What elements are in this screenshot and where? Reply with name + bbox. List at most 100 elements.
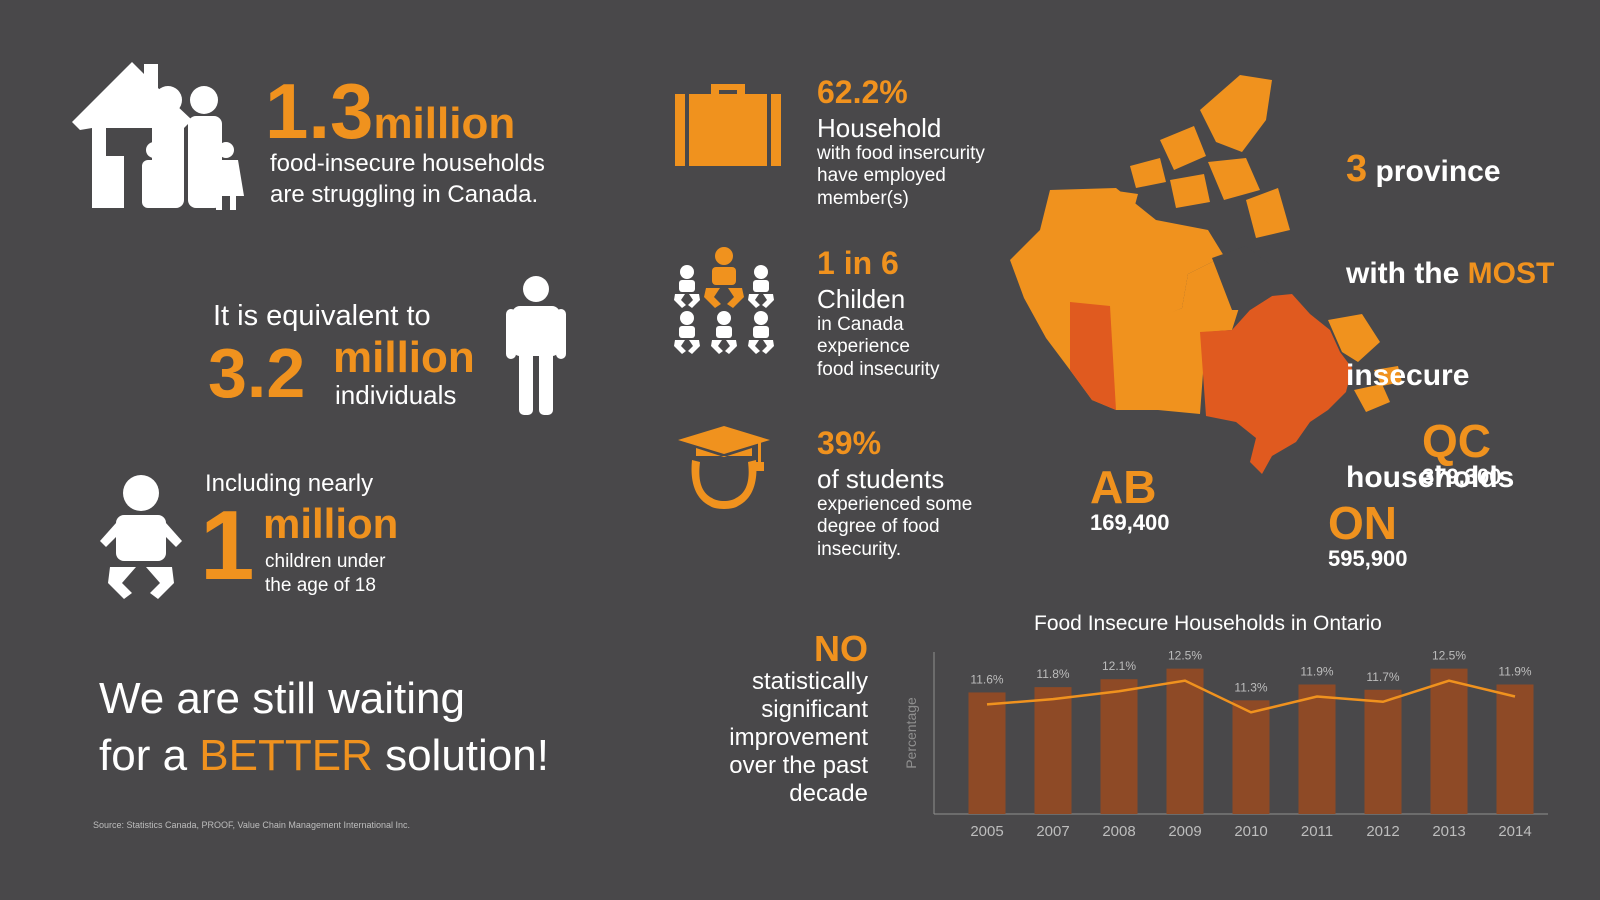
chart-series-line [986, 679, 1516, 714]
individuals-unit: million [333, 333, 475, 382]
no-line4: over the past [729, 751, 868, 779]
stat-children-line3: food insecurity [817, 359, 940, 381]
chart-bar [1232, 700, 1270, 814]
province-ab-code: AB [1090, 461, 1157, 513]
provinces-heading-line2-pre: with the [1346, 257, 1468, 290]
source-note: Source: Statistics Canada, PROOF, Value … [93, 820, 410, 830]
households-line2: are struggling in Canada. [270, 181, 539, 208]
chart-x-tick: 2014 [1498, 823, 1531, 840]
closing-emphasis: BETTER [199, 731, 373, 780]
chart-data-label: 11.6% [970, 672, 1003, 686]
province-ab-value: 169,400 [1090, 510, 1170, 535]
children-number: 1 [200, 490, 255, 600]
stat-employed-line3: member(s) [817, 188, 909, 210]
household-family-icon [68, 58, 246, 213]
chart-data-label: 11.9% [1498, 665, 1531, 679]
chart-x-tick: 2011 [1301, 823, 1333, 840]
households-stat: 1.3million [265, 72, 515, 150]
province-qc-value: 379,300 [1422, 464, 1502, 489]
chart-data-label: 12.1% [1102, 659, 1136, 673]
person-icon [506, 275, 566, 417]
chart-x-tick: 2008 [1102, 823, 1135, 840]
closing-line1: We are still waiting [99, 674, 465, 723]
households-line1: food-insecure households [270, 150, 545, 177]
chart-bar [1496, 684, 1534, 814]
individuals-label: individuals [335, 380, 457, 410]
province-ab: AB 169,400 [1090, 464, 1170, 536]
children-line1: children under [265, 551, 386, 572]
chart-bar [968, 692, 1006, 814]
individuals-intro: It is equivalent to [213, 300, 431, 332]
province-qc-code: QC [1422, 415, 1491, 467]
chart-data-label: 11.8% [1036, 667, 1069, 681]
chart-x-tick: 2013 [1432, 823, 1465, 840]
provinces-heading-line2: with the MOST [1346, 257, 1554, 291]
chart-title: Food Insecure Households in Ontario [1034, 612, 1382, 635]
chart-bar [1364, 689, 1402, 814]
briefcase-icon [675, 80, 781, 166]
provinces-heading: 3 province with the MOST insecure househ… [1346, 84, 1554, 529]
no-emphasis: NO [814, 628, 868, 669]
stat-students-title: of students [817, 464, 945, 494]
province-on: ON 595,900 [1328, 500, 1408, 572]
stat-employed-line1: with food insercurity [817, 142, 985, 164]
chart-x-tick: 2005 [970, 823, 1003, 840]
children-intro: Including nearly [205, 470, 374, 497]
chart-x-tick: 2009 [1168, 823, 1201, 840]
chart-bar [1430, 668, 1468, 814]
stat-employed-line2: have employed [817, 165, 946, 187]
children-group-icon [672, 246, 778, 356]
provinces-heading-line4: households [1346, 461, 1515, 494]
stat-students-line2: degree of food [817, 516, 940, 538]
stat-children-line1: in Canada [817, 313, 904, 335]
no-line5: decade [789, 779, 868, 807]
chart-bar [1034, 687, 1072, 814]
no-line1: statistically [751, 667, 868, 695]
no-line3: improvement [729, 723, 868, 751]
stat-children-title: Childen [817, 284, 906, 314]
closing-line2: for a BETTER solution! [99, 731, 549, 781]
chart-x-tick: 2010 [1234, 823, 1267, 840]
province-on-code: ON [1328, 497, 1397, 549]
provinces-heading-most: MOST [1467, 257, 1555, 290]
chart-bar [1100, 679, 1138, 814]
chart-data-label: 12.5% [1168, 649, 1202, 663]
chart-ylabel: Percentage [903, 697, 919, 769]
chart-x-tick: 2012 [1366, 823, 1399, 840]
chart-data-label: 11.3% [1234, 680, 1267, 694]
individuals-number: 3.2 [208, 334, 306, 412]
households-number: 1.3 [265, 67, 374, 155]
no-line2: significant [761, 695, 868, 723]
stat-students-line3: insecurity. [817, 539, 902, 561]
stat-students-line1: experienced some [817, 493, 973, 515]
no-improvement: NO statistically significant improvement… [660, 630, 868, 808]
provinces-heading-line1: 3 province [1346, 150, 1554, 189]
canada-map [1010, 70, 1430, 490]
chart-bar [1298, 684, 1336, 814]
stat-employed: 62.2% Household with food insercurity ha… [817, 76, 985, 211]
children-unit: million [263, 500, 399, 547]
baby-icon [98, 475, 184, 601]
closing-line2-pre: for a [99, 731, 200, 780]
provinces-count: 3 [1346, 148, 1368, 190]
stat-children-line2: experience [817, 336, 910, 358]
graduate-icon [676, 422, 772, 514]
chart-data-label: 11.7% [1366, 670, 1399, 684]
children-line2: the age of 18 [265, 575, 376, 596]
chart-data-label: 12.5% [1432, 649, 1466, 663]
provinces-heading-line3: insecure [1346, 359, 1470, 392]
stat-children-value: 1 in 6 [817, 245, 899, 281]
households-unit: million [373, 99, 516, 148]
chart-plot: Percentage 11.6% 2005 11.8% 2007 12.1% 2008 12.… [903, 649, 1548, 840]
chart-x-tick: 2007 [1036, 823, 1069, 840]
stat-students-value: 39% [817, 425, 882, 461]
chart-data-label: 11.9% [1300, 665, 1333, 679]
province-on-value: 595,900 [1328, 546, 1408, 571]
stat-employed-value: 62.2% [817, 74, 908, 110]
provinces-heading-line1-rest: province [1367, 155, 1501, 188]
stat-employed-title: Household [817, 113, 942, 143]
province-qc: QC 379,300 [1422, 418, 1502, 490]
stat-students: 39% of students experienced some degree … [817, 427, 972, 562]
stat-children: 1 in 6 Childen in Canada experience food… [817, 247, 940, 382]
chart-bar [1166, 668, 1204, 814]
